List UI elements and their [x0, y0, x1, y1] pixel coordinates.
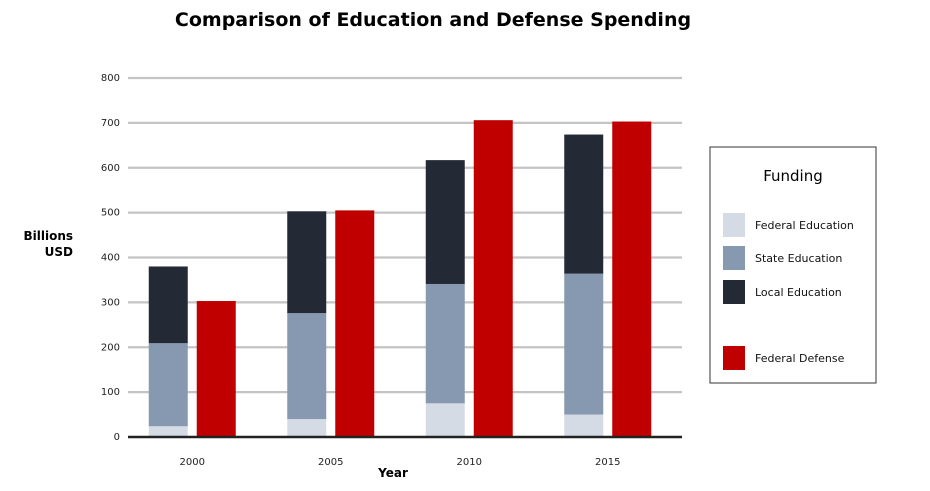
y-tick-label: 400 — [101, 253, 120, 264]
bar-state-education-2000 — [148, 343, 188, 427]
bar-state-education-2005 — [287, 313, 327, 420]
y-axis-ticks: 0 100 200 300 400 500 600 700 800 — [101, 73, 120, 443]
y-tick-label: 0 — [114, 432, 120, 443]
y-axis-label-line-1: Billions — [23, 229, 73, 243]
bar-state-education-2015 — [564, 273, 604, 415]
bar-federal-education-2010 — [425, 403, 465, 437]
y-tick-label: 800 — [101, 73, 120, 84]
chart-title: Comparison of Education and Defense Spen… — [175, 9, 691, 31]
bar-federal-defense-2015 — [612, 121, 652, 437]
bar-local-education-2015 — [564, 134, 604, 274]
bars — [148, 120, 652, 438]
bar-local-education-2005 — [287, 211, 327, 314]
legend-items: Federal Education State Education Local Ed… — [723, 213, 854, 370]
legend-swatch-local-education — [723, 280, 745, 304]
bar-federal-education-2000 — [148, 426, 188, 437]
legend: Funding Federal Education State Education… — [709, 146, 877, 384]
x-axis-label: Year — [377, 466, 408, 480]
bar-federal-education-2015 — [564, 414, 604, 437]
y-tick-label: 600 — [101, 163, 120, 174]
bar-federal-education-2005 — [287, 419, 327, 437]
bar-federal-defense-2005 — [335, 210, 375, 437]
y-axis-label-line-2: USD — [45, 245, 73, 259]
legend-swatch-state-education — [723, 246, 745, 270]
legend-title: Funding — [763, 167, 823, 185]
legend-label: Federal Defense — [755, 352, 845, 365]
bar-federal-defense-2000 — [196, 301, 236, 437]
x-tick-label: 2015 — [595, 457, 620, 468]
bar-local-education-2010 — [425, 160, 465, 284]
legend-label: State Education — [755, 252, 842, 265]
legend-label: Local Education — [755, 286, 842, 299]
y-tick-label: 500 — [101, 208, 120, 219]
bar-local-education-2000 — [148, 266, 188, 344]
legend-swatch-federal-education — [723, 213, 745, 237]
y-tick-label: 200 — [101, 342, 120, 353]
y-tick-label: 700 — [101, 118, 120, 129]
y-tick-label: 100 — [101, 387, 120, 398]
bar-state-education-2010 — [425, 283, 465, 404]
legend-swatch-federal-defense — [723, 346, 745, 370]
bar-federal-defense-2010 — [473, 120, 513, 438]
x-tick-label: 2010 — [457, 457, 482, 468]
x-tick-label: 2000 — [180, 457, 205, 468]
y-tick-label: 300 — [101, 297, 120, 308]
x-tick-label: 2005 — [318, 457, 343, 468]
legend-label: Federal Education — [755, 219, 854, 232]
x-axis-ticks: 2000 2005 2010 2015 — [180, 457, 621, 468]
